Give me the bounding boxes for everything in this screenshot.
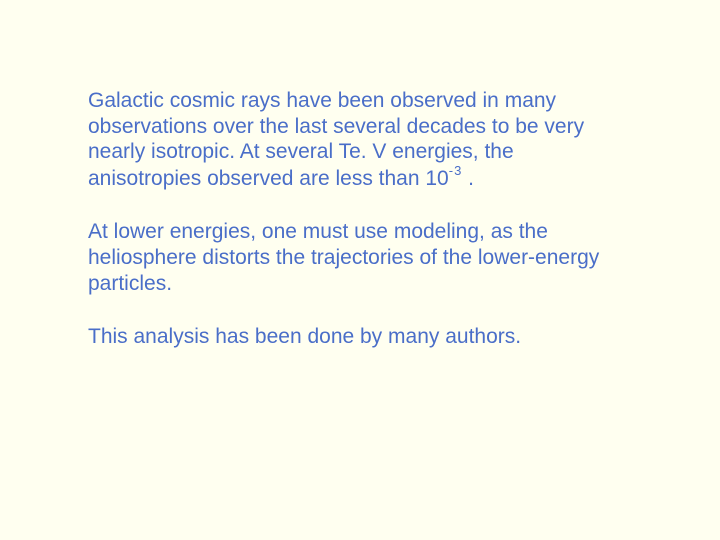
paragraph-1-pre: Galactic cosmic rays have been observed … — [88, 89, 584, 190]
paragraph-2: At lower energies, one must use modeling… — [88, 219, 632, 296]
paragraph-1-superscript: -3 — [449, 163, 463, 178]
paragraph-1-post: . — [462, 167, 474, 190]
paragraph-3: This analysis has been done by many auth… — [88, 324, 632, 350]
paragraph-1: Galactic cosmic rays have been observed … — [88, 88, 632, 191]
slide-body: Galactic cosmic rays have been observed … — [0, 0, 720, 540]
